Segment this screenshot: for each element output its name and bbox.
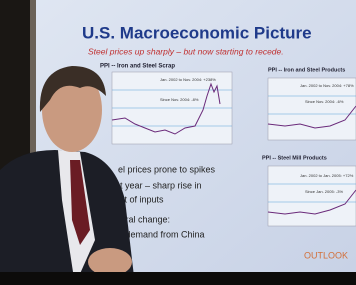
page: U.S. Macroeconomic Picture Steel prices …: [0, 0, 356, 285]
chart-3: PPI -- Steel Mill Products Jan. 2002 to …: [262, 155, 356, 226]
chart-1: PPI -- Iron and Steel Scrap Jan. 2002 to…: [100, 64, 232, 144]
slide-title: U.S. Macroeconomic Picture: [82, 23, 312, 42]
chart-note: Since Nov. 2004: -6%: [305, 99, 344, 104]
chart-title: PPI -- Iron and Steel Products: [268, 67, 345, 73]
photo: U.S. Macroeconomic Picture Steel prices …: [0, 0, 356, 285]
chart-note: Jan. 2002 to Nov. 2004: +238%: [160, 77, 216, 82]
chart-note: Since Jan. 2005: -3%: [305, 189, 343, 194]
floor-shadow: [0, 272, 356, 285]
chart-2: PPI -- Iron and Steel Products Jan. 2002…: [268, 67, 356, 140]
hand: [88, 248, 132, 276]
bullet: t year – sharp rise in: [120, 180, 202, 190]
footer-logo: OUTLOOK: [304, 250, 348, 260]
chart-note: Jan. 2002 to Jan. 2005: +72%: [300, 173, 354, 178]
slide-subtitle: Steel prices up sharply – but now starti…: [88, 46, 284, 56]
bullet: r demand from China: [120, 229, 205, 239]
chart-title: PPI -- Iron and Steel Scrap: [100, 64, 175, 70]
chart-title: PPI -- Steel Mill Products: [262, 155, 327, 161]
bullet: el prices prone to spikes: [118, 164, 216, 174]
chart-note: Jan. 2002 to Nov. 2004: +78%: [300, 83, 354, 88]
chart-note: Since Nov. 2004: -8%: [160, 97, 199, 102]
bullet: st of inputs: [120, 194, 164, 204]
